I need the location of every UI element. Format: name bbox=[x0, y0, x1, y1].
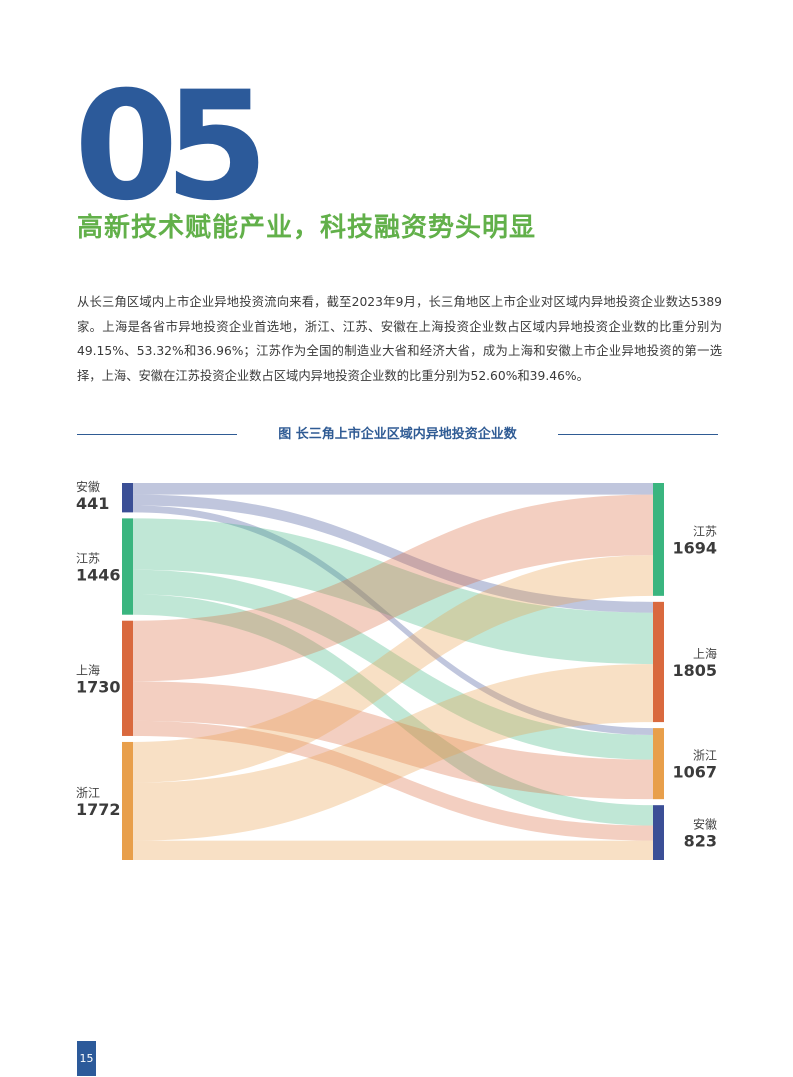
sankey-nodes bbox=[122, 483, 664, 860]
intro-paragraph: 从长三角区域内上市企业异地投资流向来看，截至2023年9月，长三角地区上市企业对… bbox=[77, 295, 722, 383]
figure-title-rule-right bbox=[558, 434, 718, 435]
sankey-flow bbox=[133, 681, 653, 800]
sankey-flow bbox=[133, 494, 653, 682]
sankey-labels: 安徽441江苏1446上海1730浙江1772江苏1694上海1805浙江106… bbox=[76, 479, 717, 851]
figure-title-rule-left bbox=[77, 434, 237, 435]
source-node-bar bbox=[122, 741, 133, 860]
sankey-flow bbox=[133, 494, 653, 613]
sankey-flow bbox=[133, 505, 653, 736]
sankey-flow bbox=[133, 840, 653, 860]
target-node-name: 浙江 bbox=[693, 749, 717, 763]
sankey-flow bbox=[133, 720, 653, 841]
target-node-value: 1694 bbox=[672, 538, 717, 557]
target-node-name: 上海 bbox=[693, 646, 717, 661]
target-node-bar bbox=[653, 601, 664, 723]
target-node-bar bbox=[653, 728, 664, 800]
target-node-name: 安徽 bbox=[693, 817, 717, 832]
source-node-value: 1446 bbox=[76, 566, 121, 585]
sankey-flow bbox=[133, 555, 653, 783]
sankey-chart: 安徽441江苏1446上海1730浙江1772江苏1694上海1805浙江106… bbox=[76, 479, 717, 860]
sankey-flow bbox=[133, 518, 653, 665]
source-node-value: 1730 bbox=[76, 677, 121, 696]
source-node-name: 安徽 bbox=[76, 479, 100, 494]
section-title: 高新技术赋能产业，科技融资势头明显 bbox=[77, 213, 537, 243]
section-number: 05 bbox=[74, 60, 269, 234]
source-node-name: 浙江 bbox=[76, 786, 100, 800]
target-node-value: 1067 bbox=[672, 763, 717, 782]
sankey-flow bbox=[133, 594, 653, 826]
target-node-bar bbox=[653, 483, 664, 596]
page-number: 15 bbox=[77, 1041, 96, 1076]
sankey-flow bbox=[133, 569, 653, 760]
source-node-value: 1772 bbox=[76, 800, 121, 819]
source-node-name: 上海 bbox=[76, 662, 100, 677]
source-node-value: 441 bbox=[76, 494, 109, 513]
source-node-name: 江苏 bbox=[76, 552, 100, 566]
sankey-flow bbox=[133, 664, 653, 841]
figure-title-row: 图 长三角上市企业区域内异地投资企业数 bbox=[77, 424, 718, 446]
sankey-flow bbox=[133, 483, 653, 495]
sankey-links bbox=[133, 483, 653, 860]
source-node-bar bbox=[122, 518, 133, 615]
source-node-bar bbox=[122, 620, 133, 736]
target-node-value: 1805 bbox=[672, 661, 717, 680]
target-node-value: 823 bbox=[684, 832, 717, 851]
source-node-bar bbox=[122, 483, 133, 513]
target-node-bar bbox=[653, 805, 664, 860]
figure-title: 图 长三角上市企业区域内异地投资企业数 bbox=[278, 427, 517, 442]
target-node-name: 江苏 bbox=[693, 524, 717, 538]
